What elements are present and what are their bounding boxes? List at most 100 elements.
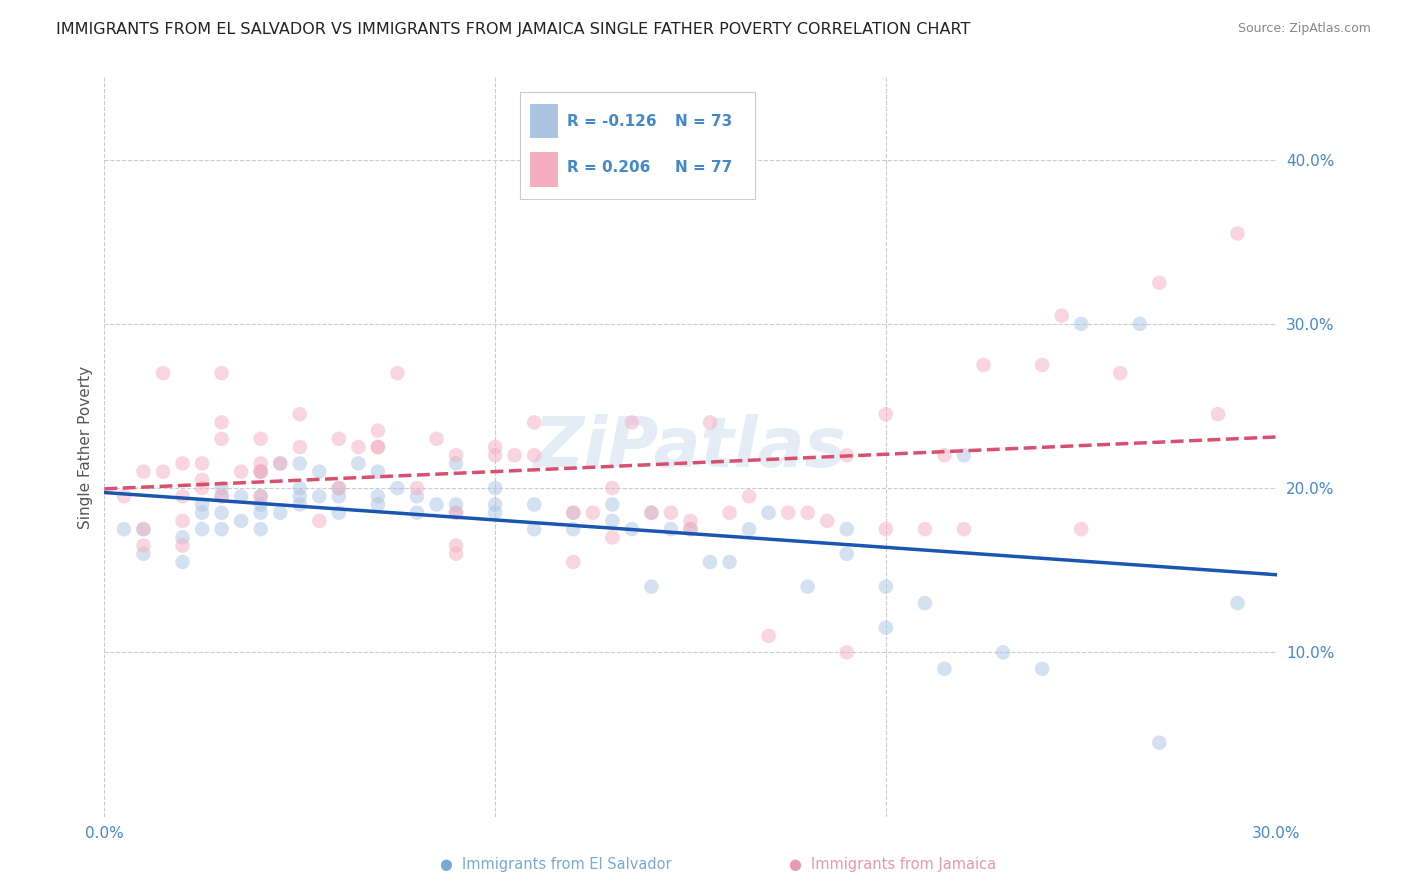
Point [1149,276,1171,290]
Text: IMMIGRANTS FROM EL SALVADOR VS IMMIGRANTS FROM JAMAICA SINGLE FATHER POVERTY COR: IMMIGRANTS FROM EL SALVADOR VS IMMIGRANT… [56,22,970,37]
Point [112,522,135,536]
Point [1206,407,1229,421]
Point [191,481,214,495]
Text: Source: ZipAtlas.com: Source: ZipAtlas.com [1237,22,1371,36]
Point [679,522,702,536]
Point [640,506,662,520]
Point [484,481,506,495]
Point [620,522,643,536]
Point [288,457,311,471]
Point [249,465,271,479]
Point [172,489,194,503]
Point [562,506,585,520]
Point [288,489,311,503]
Point [211,366,233,380]
Text: ZiPatlas: ZiPatlas [534,414,846,481]
Point [562,506,585,520]
Point [503,448,526,462]
Point [562,522,585,536]
Point [191,506,214,520]
Point [328,481,350,495]
Point [288,440,311,454]
Point [1070,317,1092,331]
Point [367,465,389,479]
Point [211,489,233,503]
Point [953,448,976,462]
Text: ●  Immigrants from El Salvador: ● Immigrants from El Salvador [440,857,671,872]
Point [484,506,506,520]
Point [249,465,271,479]
Point [835,645,858,659]
Point [444,457,467,471]
Point [249,522,271,536]
Point [328,506,350,520]
Point [835,547,858,561]
Point [1109,366,1132,380]
Point [132,522,155,536]
Point [973,358,995,372]
Point [679,522,702,536]
Point [328,489,350,503]
Point [231,514,253,528]
Point [1226,596,1249,610]
Point [328,432,350,446]
Point [347,440,370,454]
Point [953,522,976,536]
Point [132,539,155,553]
Point [699,555,721,569]
Point [582,506,605,520]
Point [308,514,330,528]
Point [211,506,233,520]
Point [152,465,174,479]
Text: ●  Immigrants from Jamaica: ● Immigrants from Jamaica [789,857,997,872]
Point [1050,309,1073,323]
Point [875,407,897,421]
Point [875,580,897,594]
Point [523,498,546,512]
Point [191,498,214,512]
Point [718,506,741,520]
Point [328,481,350,495]
Point [620,416,643,430]
Point [484,448,506,462]
Point [308,465,330,479]
Point [523,416,546,430]
Point [249,489,271,503]
Point [406,489,429,503]
Point [249,465,271,479]
Point [152,366,174,380]
Point [308,489,330,503]
Point [288,481,311,495]
Point [367,489,389,503]
Point [523,522,546,536]
Point [738,489,761,503]
Point [991,645,1014,659]
Point [796,580,818,594]
Point [269,457,291,471]
Point [211,432,233,446]
Point [249,498,271,512]
Point [699,416,721,430]
Point [444,547,467,561]
Point [172,555,194,569]
Point [1031,662,1053,676]
Point [914,522,936,536]
Point [249,489,271,503]
Point [249,457,271,471]
Point [249,506,271,520]
Point [640,580,662,594]
Point [659,522,682,536]
Point [387,481,409,495]
Point [347,457,370,471]
Point [659,506,682,520]
Point [132,547,155,561]
Point [1226,227,1249,241]
Point [679,514,702,528]
Point [269,457,291,471]
Point [112,489,135,503]
Point [191,473,214,487]
Point [367,440,389,454]
Point [602,498,624,512]
Point [288,498,311,512]
Point [602,514,624,528]
